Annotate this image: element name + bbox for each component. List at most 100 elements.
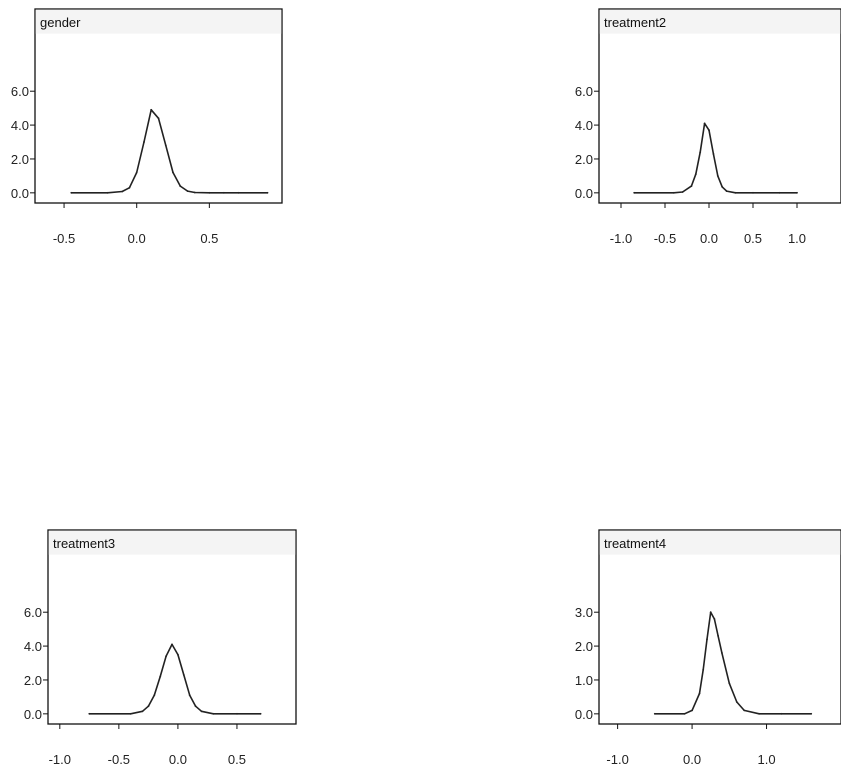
title-strip [599, 9, 841, 34]
y-tick-label: 0.0 [575, 707, 593, 722]
density-point [796, 191, 798, 194]
panel-title: treatment4 [604, 536, 666, 551]
x-tick-label: 0.5 [228, 752, 246, 767]
density-point [653, 712, 656, 715]
density-point [194, 705, 197, 708]
density-point [164, 144, 167, 147]
density-point [725, 190, 728, 193]
density-point [694, 173, 697, 176]
density-point [633, 191, 636, 194]
y-tick-label: 0.0 [575, 186, 593, 201]
density-point [208, 191, 211, 194]
x-tick-label: 0.5 [744, 231, 762, 246]
density-point [266, 191, 269, 194]
density-point [88, 712, 91, 715]
density-point [70, 191, 73, 194]
density-point [128, 186, 131, 189]
x-tick-label: -1.0 [49, 752, 71, 767]
density-line [654, 611, 812, 715]
density-point [691, 709, 693, 712]
density-point [236, 712, 238, 715]
y-tick-label: 6.0 [11, 84, 29, 99]
density-point [702, 668, 705, 671]
density-point [153, 694, 156, 697]
density-point [709, 611, 712, 614]
density-point [708, 129, 710, 132]
density-point [237, 191, 240, 194]
density-point [188, 694, 191, 697]
density-point [735, 701, 738, 703]
title-strip [35, 9, 282, 34]
density-point [672, 191, 675, 194]
x-tick-label: 0.0 [169, 752, 187, 767]
density-point [157, 117, 160, 120]
x-tick-label: 0.0 [683, 752, 701, 767]
y-tick-label: 4.0 [11, 118, 29, 133]
plot-frame [47, 529, 297, 725]
density-point [129, 712, 132, 715]
chart-panel-2: treatment2 0.0 2.0 4.0 6.0 -1.0 -0.5 0.0 0.5 1.0 [575, 8, 841, 246]
density-point [721, 652, 723, 654]
x-tick-label: -1.0 [606, 752, 628, 767]
density-point [171, 643, 173, 646]
density-point [713, 618, 716, 620]
density-point [716, 175, 719, 177]
panel-title: gender [40, 15, 81, 30]
y-tick-label: 4.0 [575, 118, 593, 133]
density-point [683, 712, 686, 715]
y-tick-label: 1.0 [575, 673, 593, 688]
y-tick-label: 2.0 [24, 673, 42, 688]
density-point [212, 712, 215, 715]
y-tick-label: 0.0 [24, 707, 42, 722]
density-point [177, 653, 179, 656]
panel-title: treatment3 [53, 536, 115, 551]
y-tick-label: 6.0 [575, 84, 593, 99]
density-point [121, 190, 124, 193]
density-point [143, 141, 145, 143]
density-point [752, 191, 754, 194]
density-point [728, 682, 731, 685]
y-tick-label: 2.0 [575, 639, 593, 654]
density-point [150, 108, 153, 111]
y-tick-label: 6.0 [24, 605, 42, 620]
x-tick-label: 0.0 [700, 231, 718, 246]
density-point [780, 712, 783, 715]
x-tick-label: -0.5 [654, 231, 676, 246]
x-tick-label: 1.0 [757, 752, 775, 767]
density-point [706, 638, 708, 641]
x-tick-label: 0.5 [200, 231, 218, 246]
density-point [200, 710, 203, 713]
density-point [182, 674, 185, 676]
x-tick-label: -0.5 [108, 752, 130, 767]
title-strip [48, 530, 296, 555]
density-line [89, 643, 261, 715]
density-point [721, 186, 724, 188]
title-strip [599, 530, 841, 555]
y-tick-label: 0.0 [11, 186, 29, 201]
y-tick-label: 2.0 [11, 152, 29, 167]
density-point [717, 635, 719, 637]
x-tick-label: -0.5 [53, 231, 75, 246]
density-point [690, 185, 693, 188]
plot-frame [34, 8, 283, 204]
x-tick-label: 1.0 [788, 231, 806, 246]
density-point [141, 710, 144, 713]
density-point [193, 191, 196, 194]
y-tick-label: 4.0 [24, 639, 42, 654]
density-point [758, 712, 760, 715]
density-point [259, 712, 262, 715]
x-tick-label: -1.0 [610, 231, 632, 246]
density-point [159, 675, 162, 678]
density-point [179, 185, 182, 188]
density-point [698, 692, 701, 695]
density-point [681, 191, 684, 193]
x-tick-label: 0.0 [128, 231, 146, 246]
density-point [147, 705, 150, 708]
density-point [778, 191, 781, 194]
plot-frame [598, 8, 841, 204]
density-point [699, 151, 702, 154]
density-point [165, 655, 168, 658]
density-point [106, 191, 109, 194]
density-line [634, 122, 797, 194]
